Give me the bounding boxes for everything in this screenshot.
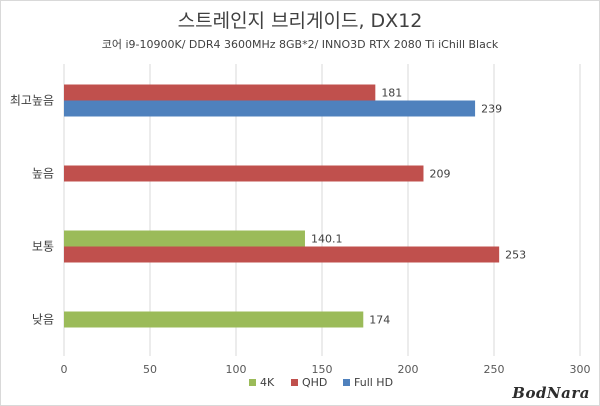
chart-title: 스트레인지 브리게이드, DX12 (177, 10, 423, 32)
data-label: 181 (381, 87, 402, 100)
bar (64, 84, 376, 101)
category-label: 낮음 (32, 313, 54, 327)
x-tick-label: 0 (61, 363, 68, 376)
chart-subtitle: 코어 i9-10900K/ DDR4 3600MHz 8GB*2/ INNO3D… (101, 38, 499, 51)
data-label: 209 (429, 168, 450, 181)
x-tick-label: 100 (226, 363, 247, 376)
legend-label: 4K (260, 376, 275, 389)
bar (64, 246, 500, 263)
x-tick-label: 150 (312, 363, 333, 376)
data-label: 253 (505, 249, 526, 262)
category-label: 보통 (32, 240, 54, 254)
legend-swatch (343, 379, 350, 386)
legend-swatch (291, 379, 298, 386)
bar (64, 100, 476, 117)
category-label: 높음 (32, 167, 54, 181)
data-label: 140.1 (311, 233, 343, 246)
legend-label: QHD (302, 376, 327, 389)
x-tick-label: 200 (398, 363, 419, 376)
data-label: 174 (369, 314, 390, 327)
x-tick-label: 300 (570, 363, 591, 376)
x-tick-label: 50 (143, 363, 157, 376)
data-label: 239 (481, 103, 502, 116)
bar (64, 165, 424, 182)
x-tick-label: 250 (484, 363, 505, 376)
bar (64, 311, 364, 328)
bodnara-logo: BodNara (512, 384, 590, 402)
legend-label: Full HD (354, 376, 393, 389)
bar (64, 230, 305, 247)
category-label: 최고높음 (10, 94, 54, 108)
legend-swatch (249, 379, 256, 386)
